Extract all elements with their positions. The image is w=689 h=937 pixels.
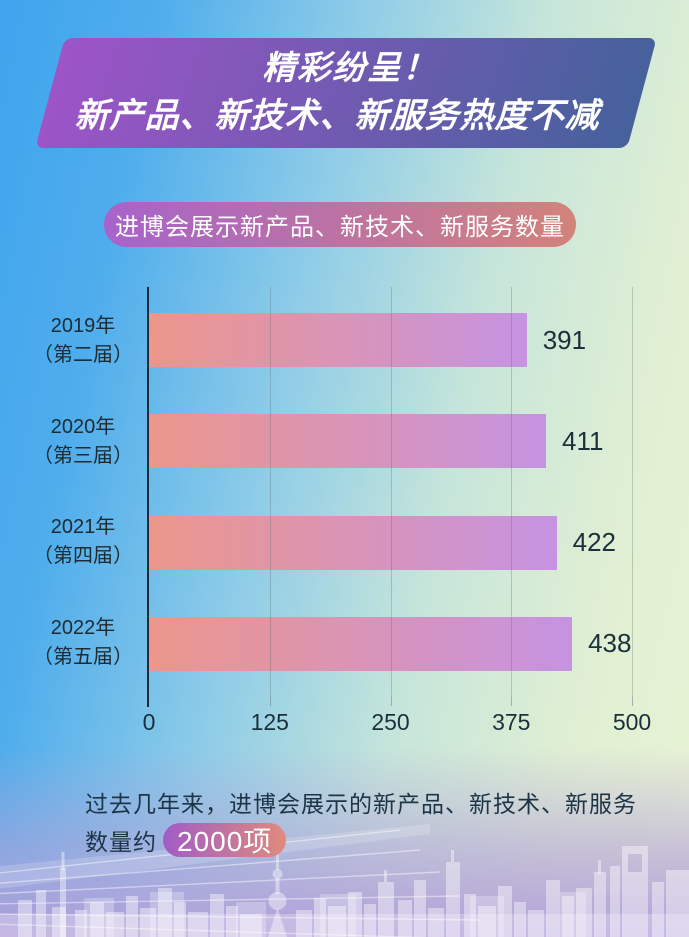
bar (149, 313, 527, 367)
category-year: 2022年 (50, 616, 116, 639)
plot-area: 391 411 422 438 0 125 250 375 500 (143, 287, 651, 735)
bar-value-label: 422 (572, 527, 617, 558)
bar-row: 422 (149, 515, 632, 570)
axis-tick-zero (147, 697, 149, 707)
category-label: 2021年 （第四届） (22, 512, 144, 572)
gridline (511, 287, 513, 697)
bar-row: 438 (149, 616, 632, 671)
headline-line1: 精彩纷呈！ (260, 49, 446, 86)
footer-text-line1: 过去几年来，进博会展示的新产品、新技术、新服务 (85, 791, 637, 817)
category-label: 2019年 （第二届） (22, 311, 144, 371)
chart-title-badge: 进博会展示新产品、新技术、新服务数量 (104, 202, 576, 247)
category-year: 2021年 (50, 516, 116, 539)
bar-value-label: 438 (588, 628, 632, 659)
axis-tick-label: 375 (492, 709, 531, 735)
chart-title-text: 进博会展示新产品、新技术、新服务数量 (115, 214, 565, 241)
bar (149, 616, 573, 671)
axis-tick-label: 500 (612, 709, 652, 735)
category-session: （第四届） (33, 545, 133, 568)
highlight-pill: 2000项 (163, 823, 287, 857)
bar-row: 411 (149, 414, 632, 469)
gridline (390, 287, 392, 697)
category-session: （第二届） (33, 344, 133, 366)
category-year: 2020年 (50, 415, 116, 438)
bar-row: 391 (149, 313, 632, 367)
axis-tick (269, 697, 271, 706)
axis-tick (511, 697, 513, 706)
category-year: 2019年 (50, 315, 116, 337)
category-session: （第五届） (33, 645, 133, 668)
category-axis: 2019年 （第二届） 2020年 （第三届） 2021年 （第四届） 2022年 （第五届） (22, 287, 144, 697)
headline-line2: 新产品、新技术、新服务热度不减 (72, 97, 608, 135)
bottom-gradient-overlay (0, 747, 689, 937)
category-label: 2022年 （第五届） (22, 613, 144, 673)
axis-tick (632, 697, 633, 706)
bar-value-label: 391 (542, 324, 587, 355)
bars-container: 391 411 422 438 (149, 287, 632, 697)
axis-tick-label: 0 (142, 709, 156, 735)
gridline (632, 287, 633, 697)
axis-tick-label: 125 (250, 709, 289, 735)
footer-line2-prefix: 数量约 (85, 829, 157, 855)
axis-tick-label: 250 (371, 709, 410, 735)
bar (149, 414, 547, 469)
footer-text-line2: 数量约 2000项 (85, 822, 287, 858)
bar (149, 515, 557, 570)
axis-tick (390, 697, 392, 706)
city-skyline-silhouette (0, 846, 689, 937)
category-session: （第三届） (33, 444, 133, 467)
category-label: 2020年 （第三届） (22, 412, 144, 472)
bar-value-label: 411 (562, 425, 604, 456)
headline-banner: 精彩纷呈！ 新产品、新技术、新服务热度不减 (35, 38, 657, 148)
gridline (269, 287, 271, 697)
